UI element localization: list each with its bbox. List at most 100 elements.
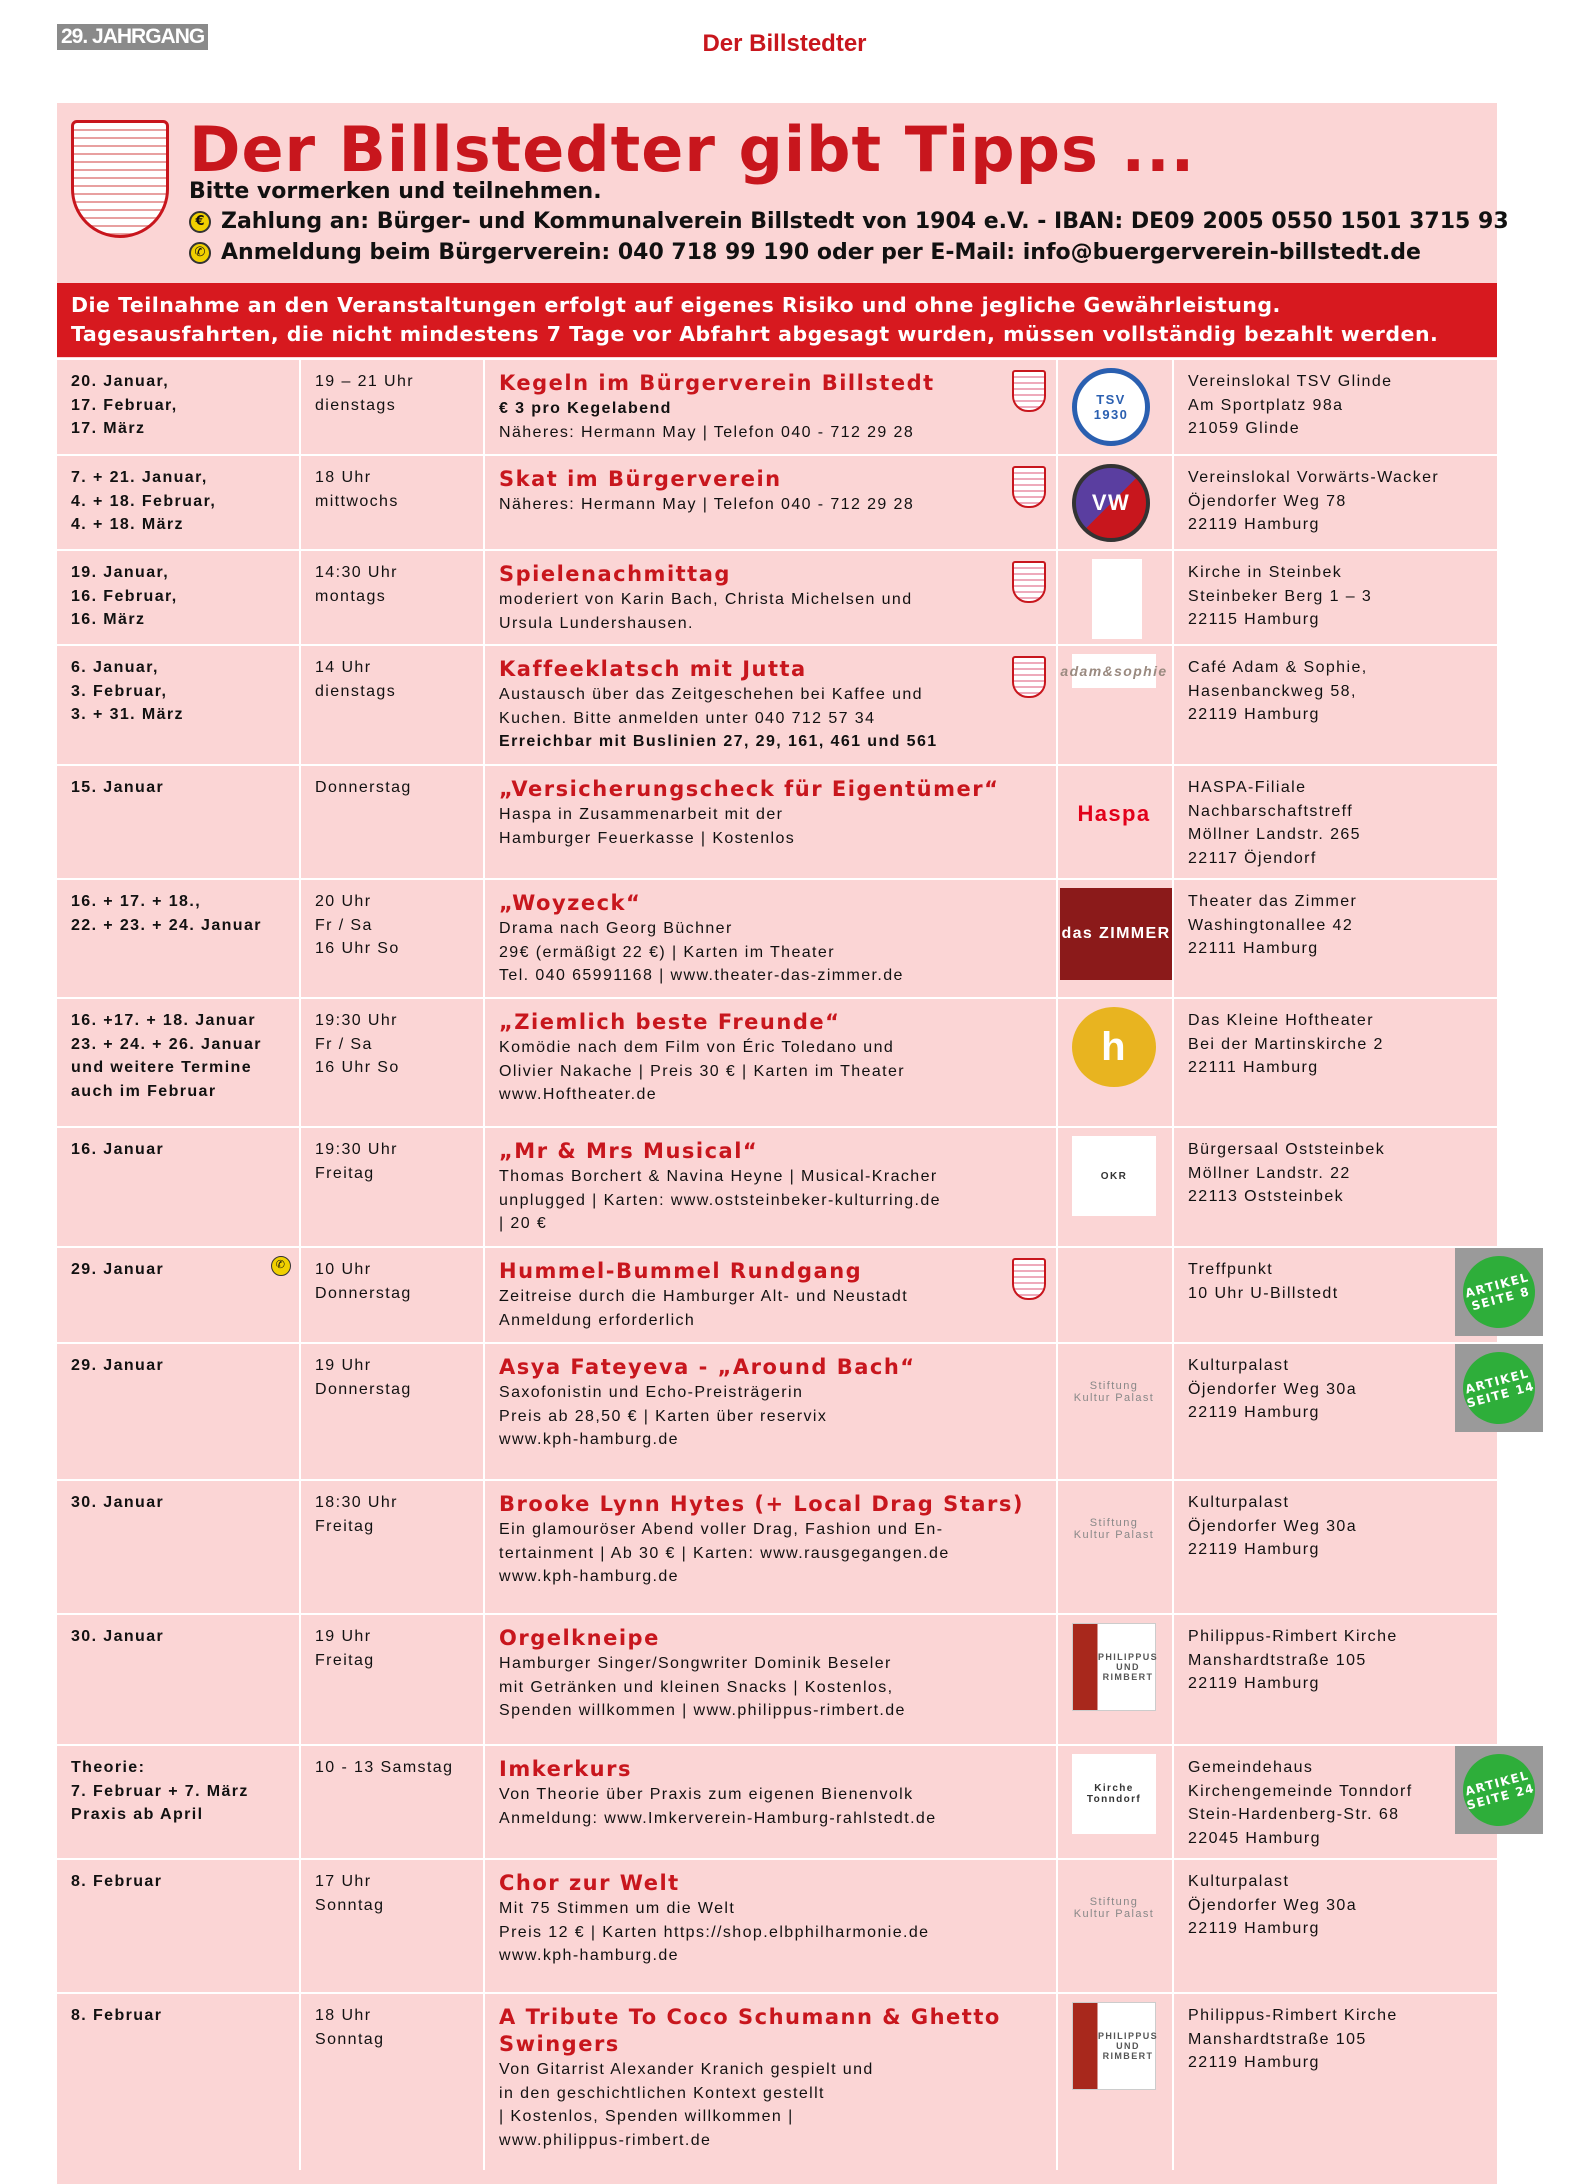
date-cell: 16. +17. + 18. Januar 23. + 24. + 26. Jan… [57,999,301,1126]
time-cell: 19 – 21 Uhr dienstags [301,360,485,454]
location-cell: Theater das Zimmer Washingtonallee 42 2211… [1174,880,1497,997]
event-cell: Asya Fateyeva - „Around Bach“ Saxofonisti… [485,1344,1058,1479]
location-line: 22119 Hamburg [1188,2054,1320,2071]
table-row: 16. +17. + 18. Januar 23. + 24. + 26. Jan… [57,997,1497,1126]
event-detail: Preis ab 28,50 € | Karten über reservix [499,1407,828,1425]
table-row: 19. Januar, 16. Februar, 16. März 14:30 Uhr… [57,549,1497,644]
location-line: Hasenbanckweg 58, [1188,682,1357,700]
event-detail: Drama nach Georg Büchner [499,920,733,937]
time-cell: 20 Uhr Fr / Sa 16 Uhr So [301,880,485,997]
time-line: 16 Uhr So [315,940,400,957]
registration-text: Anmeldung beim Bürgerverein: 040 718 99 … [221,240,1421,265]
date-line: 4. + 18. März [71,516,184,533]
event-title: Spielenachmittag [499,562,731,586]
location-line: 22119 Hamburg [1188,1404,1320,1421]
event-detail: unplugged | Karten: www.oststeinbeker-ku… [499,1191,941,1209]
date-line: 7. Februar + 7. März [71,1782,249,1800]
table-row: 8. Februar 17 Uhr Sonntag Chor zur Welt Mit … [57,1858,1497,1992]
date-cell: 6. Januar, 3. Februar, 3. + 31. März [57,646,301,764]
time-cell: 19:30 Uhr Fr / Sa 16 Uhr So [301,999,485,1126]
time-line: 14:30 Uhr [315,564,398,581]
time-line: 10 Uhr [315,1261,372,1278]
payment-line: € Zahlung an: Bürger- und Kommunalverein … [189,209,1509,234]
event-detail: Saxofonistin und Echo-Preisträgerin [499,1384,804,1401]
date-line: 8. Februar [71,1873,163,1890]
time-line: 14 Uhr [315,659,372,676]
venue-logo: PHILIPPUS UND RIMBERT [1072,1623,1157,1711]
location-cell: Treffpunkt 10 Uhr U-Billstedt ARTIKEL SEITE… [1174,1247,1544,1342]
logo-cell: PHILIPPUS UND RIMBERT [1058,1994,1174,2170]
table-row: 8. Februar 18 Uhr Sonntag A Tribute To Coco… [57,1992,1497,2170]
time-line: 18 Uhr [315,469,372,486]
date-line: 16. +17. + 18. Januar [71,1012,257,1029]
article-badge[interactable]: ARTIKEL SEITE 24 [1454,1745,1544,1835]
location-line: Kulturpalast [1188,1494,1290,1511]
location-cell: Gemeindehaus Kirchengemeinde Tonndorf Stei… [1174,1745,1544,1858]
event-detail: Tel. 040 65991168 | www.theater-das-zimm… [499,967,904,984]
event-title: Asya Fateyeva - „Around Bach“ [499,1355,916,1379]
article-badge[interactable]: ARTIKEL SEITE 8 [1454,1247,1544,1337]
date-line: 30. Januar [71,1494,165,1511]
event-title: Chor zur Welt [499,1871,680,1895]
billstedt-crest-icon [1012,656,1046,698]
church-logo [1092,559,1142,639]
event-detail: Komödie nach dem Film von Éric Toledano … [499,1039,895,1056]
date-line: 3. + 31. März [71,706,184,723]
location-line: 22119 Hamburg [1188,1675,1320,1692]
date-cell: 30. Januar [57,1481,301,1613]
location-cell: Philippus-Rimbert Kirche Manshardtstraße … [1174,1615,1497,1744]
billstedt-crest-icon [1012,561,1046,603]
date-line: 4. + 18. Februar, [71,492,217,510]
event-cell: Skat im Bürgerverein Näheres: Hermann May… [485,456,1058,549]
time-line: 20 Uhr [315,893,372,910]
date-line: 30. Januar [71,1628,165,1645]
location-line: Washingtonallee 42 [1188,916,1354,934]
event-title: Kegeln im Bürgerverein Billstedt [499,371,935,395]
payment-text: Zahlung an: Bürger- und Kommunalverein B… [221,209,1509,234]
date-line: 17. März [71,420,146,437]
subtitle: Bitte vormerken und teilnehmen. [189,179,602,204]
time-line: 18 Uhr [315,2007,372,2024]
date-line: 16. + 17. + 18., [71,893,202,910]
location-line: Treffpunkt [1188,1261,1274,1278]
time-line: 19 Uhr [315,1357,372,1374]
time-line: mittwochs [315,492,399,510]
date-line: 15. Januar [71,779,165,796]
table-row: 6. Januar, 3. Februar, 3. + 31. März 14 Uhr… [57,644,1497,764]
venue-logo: TSV 1930 [1072,368,1150,446]
date-cell: 8. Februar [57,1860,301,1992]
event-detail: Hamburger Singer/Songwriter Dominik Bese… [499,1655,892,1672]
date-cell: 30. Januar [57,1615,301,1744]
event-cell: Chor zur Welt Mit 75 Stimmen um die Welt P… [485,1860,1058,1992]
event-detail: Von Gitarrist Alexander Kranich gespielt… [499,2061,874,2078]
event-detail: Spenden willkommen | www.philippus-rimbe… [499,1702,906,1719]
venue-logo: Stiftung Kultur Palast [1073,1380,1155,1404]
date-line: 19. Januar, [71,564,170,581]
event-detail: tertainment | Ab 30 € | Karten: www.raus… [499,1544,950,1562]
article-badge[interactable]: ARTIKEL SEITE 14 [1454,1343,1544,1433]
volume-label: 29. JAHRGANG [57,24,209,50]
masthead: Der Billstedter [702,30,867,57]
time-line: 10 - 13 Samstag [315,1759,454,1776]
location-cell: Kulturpalast Öjendorfer Weg 30a 22119 Hamb… [1174,1481,1497,1613]
registration-line: ✆ Anmeldung beim Bürgerverein: 040 718 99… [189,240,1421,265]
event-detail: Thomas Borchert & Navina Heyne | Musical… [499,1168,938,1185]
location-line: 22111 Hamburg [1188,1059,1319,1076]
event-detail: mit Getränken und kleinen Snacks | Koste… [499,1678,894,1696]
table-row: 29. Januar 19 Uhr Donnerstag Asya Fateyeva … [57,1342,1544,1479]
time-cell: 19 Uhr Donnerstag [301,1344,485,1479]
logo-cell: das ZIMMER [1058,880,1174,997]
event-detail: Ein glamouröser Abend voller Drag, Fashi… [499,1521,944,1538]
time-cell: 19 Uhr Freitag [301,1615,485,1744]
location-line: Café Adam & Sophie, [1188,659,1368,676]
location-line: 22113 Oststeinbek [1188,1188,1345,1205]
event-cell: Imkerkurs Von Theorie über Praxis zum eig… [485,1746,1058,1858]
time-cell: 14 Uhr dienstags [301,646,485,764]
location-line: Bürgersaal Oststeinbek [1188,1141,1386,1158]
location-line: 22115 Hamburg [1188,611,1320,628]
location-line: 22045 Hamburg [1188,1829,1321,1847]
time-line: dienstags [315,396,397,414]
location-cell: HASPA-Filiale Nachbarschaftstreff Möllner … [1174,766,1497,878]
location-line: Am Sportplatz 98a [1188,396,1344,414]
date-line: Theorie: [71,1759,146,1776]
